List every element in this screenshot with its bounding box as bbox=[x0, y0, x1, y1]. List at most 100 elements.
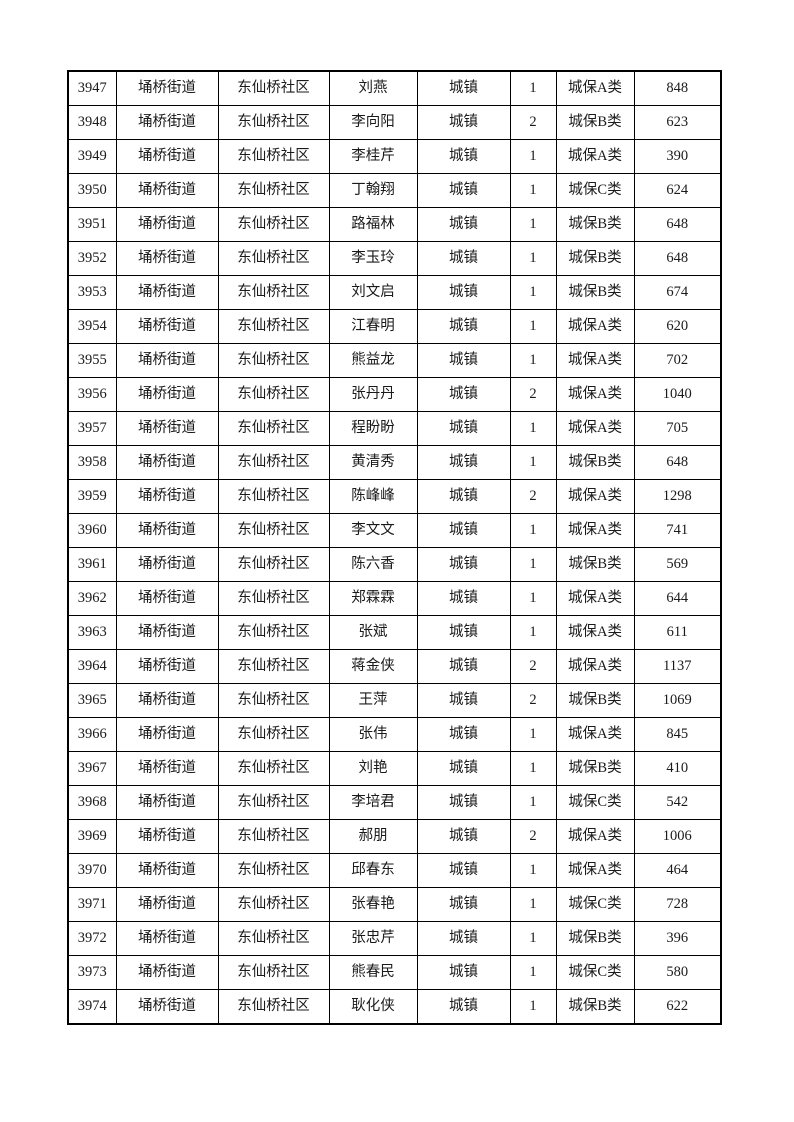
cell-residence-type: 城镇 bbox=[416, 445, 511, 480]
cell-street: 埇桥街道 bbox=[115, 683, 219, 718]
cell-seq-number: 3966 bbox=[67, 717, 117, 752]
cell-person-count: 1 bbox=[509, 615, 557, 650]
cell-person-count: 2 bbox=[509, 479, 557, 514]
cell-amount: 410 bbox=[633, 751, 722, 786]
cell-residence-type: 城镇 bbox=[416, 513, 511, 548]
cell-seq-number: 3972 bbox=[67, 921, 117, 956]
cell-person-name: 郑霖霖 bbox=[328, 581, 418, 616]
table-row: 3961 埇桥街道 东仙桥社区 陈六香 城镇 1 城保B类 569 bbox=[67, 547, 722, 582]
cell-person-name: 邱春东 bbox=[328, 853, 418, 888]
cell-insurance-category: 城保B类 bbox=[555, 921, 635, 956]
cell-amount: 644 bbox=[633, 581, 722, 616]
cell-street: 埇桥街道 bbox=[115, 513, 219, 548]
cell-community: 东仙桥社区 bbox=[217, 955, 330, 990]
cell-residence-type: 城镇 bbox=[416, 105, 511, 140]
table-row: 3965 埇桥街道 东仙桥社区 王萍 城镇 2 城保B类 1069 bbox=[67, 683, 722, 718]
cell-community: 东仙桥社区 bbox=[217, 479, 330, 514]
cell-residence-type: 城镇 bbox=[416, 377, 511, 412]
cell-person-name: 李培君 bbox=[328, 785, 418, 820]
cell-street: 埇桥街道 bbox=[115, 411, 219, 446]
cell-street: 埇桥街道 bbox=[115, 819, 219, 854]
cell-residence-type: 城镇 bbox=[416, 207, 511, 242]
cell-insurance-category: 城保A类 bbox=[555, 513, 635, 548]
cell-residence-type: 城镇 bbox=[416, 989, 511, 1025]
table-body: 3947 埇桥街道 东仙桥社区 刘燕 城镇 1 城保A类 848 3948 埇桥街道 东仙桥社区 李向… bbox=[67, 70, 722, 1025]
cell-seq-number: 3961 bbox=[67, 547, 117, 582]
cell-person-name: 江春明 bbox=[328, 309, 418, 344]
cell-street: 埇桥街道 bbox=[115, 921, 219, 956]
table-row: 3963 埇桥街道 东仙桥社区 张斌 城镇 1 城保A类 611 bbox=[67, 615, 722, 650]
table-row: 3948 埇桥街道 东仙桥社区 李向阳 城镇 2 城保B类 623 bbox=[67, 105, 722, 140]
cell-seq-number: 3971 bbox=[67, 887, 117, 922]
cell-insurance-category: 城保A类 bbox=[555, 819, 635, 854]
cell-person-name: 熊春民 bbox=[328, 955, 418, 990]
cell-community: 东仙桥社区 bbox=[217, 581, 330, 616]
cell-person-name: 刘艳 bbox=[328, 751, 418, 786]
cell-seq-number: 3968 bbox=[67, 785, 117, 820]
cell-amount: 1069 bbox=[633, 683, 722, 718]
cell-street: 埇桥街道 bbox=[115, 207, 219, 242]
cell-person-name: 耿化侠 bbox=[328, 989, 418, 1025]
cell-residence-type: 城镇 bbox=[416, 683, 511, 718]
cell-insurance-category: 城保B类 bbox=[555, 445, 635, 480]
cell-insurance-category: 城保C类 bbox=[555, 173, 635, 208]
table-row: 3960 埇桥街道 东仙桥社区 李文文 城镇 1 城保A类 741 bbox=[67, 513, 722, 548]
cell-community: 东仙桥社区 bbox=[217, 241, 330, 276]
cell-street: 埇桥街道 bbox=[115, 139, 219, 174]
cell-street: 埇桥街道 bbox=[115, 547, 219, 582]
cell-seq-number: 3947 bbox=[67, 70, 117, 106]
cell-insurance-category: 城保A类 bbox=[555, 853, 635, 888]
cell-amount: 648 bbox=[633, 207, 722, 242]
cell-person-count: 1 bbox=[509, 785, 557, 820]
cell-seq-number: 3965 bbox=[67, 683, 117, 718]
cell-residence-type: 城镇 bbox=[416, 70, 511, 106]
cell-residence-type: 城镇 bbox=[416, 751, 511, 786]
cell-person-count: 2 bbox=[509, 377, 557, 412]
table-row: 3966 埇桥街道 东仙桥社区 张伟 城镇 1 城保A类 845 bbox=[67, 717, 722, 752]
cell-person-name: 陈峰峰 bbox=[328, 479, 418, 514]
cell-community: 东仙桥社区 bbox=[217, 785, 330, 820]
cell-amount: 1298 bbox=[633, 479, 722, 514]
cell-community: 东仙桥社区 bbox=[217, 615, 330, 650]
cell-residence-type: 城镇 bbox=[416, 581, 511, 616]
cell-insurance-category: 城保B类 bbox=[555, 241, 635, 276]
table-row: 3967 埇桥街道 东仙桥社区 刘艳 城镇 1 城保B类 410 bbox=[67, 751, 722, 786]
cell-person-name: 李文文 bbox=[328, 513, 418, 548]
cell-person-count: 1 bbox=[509, 887, 557, 922]
cell-person-name: 陈六香 bbox=[328, 547, 418, 582]
table-row: 3955 埇桥街道 东仙桥社区 熊益龙 城镇 1 城保A类 702 bbox=[67, 343, 722, 378]
cell-seq-number: 3960 bbox=[67, 513, 117, 548]
cell-residence-type: 城镇 bbox=[416, 343, 511, 378]
cell-seq-number: 3954 bbox=[67, 309, 117, 344]
cell-seq-number: 3959 bbox=[67, 479, 117, 514]
cell-street: 埇桥街道 bbox=[115, 275, 219, 310]
table-row: 3974 埇桥街道 东仙桥社区 耿化侠 城镇 1 城保B类 622 bbox=[67, 989, 722, 1025]
cell-insurance-category: 城保C类 bbox=[555, 785, 635, 820]
cell-amount: 542 bbox=[633, 785, 722, 820]
cell-amount: 848 bbox=[633, 70, 722, 106]
cell-residence-type: 城镇 bbox=[416, 853, 511, 888]
cell-person-count: 1 bbox=[509, 547, 557, 582]
cell-person-count: 1 bbox=[509, 717, 557, 752]
table-row: 3959 埇桥街道 东仙桥社区 陈峰峰 城镇 2 城保A类 1298 bbox=[67, 479, 722, 514]
cell-street: 埇桥街道 bbox=[115, 479, 219, 514]
cell-residence-type: 城镇 bbox=[416, 241, 511, 276]
cell-insurance-category: 城保A类 bbox=[555, 717, 635, 752]
cell-residence-type: 城镇 bbox=[416, 139, 511, 174]
table-row: 3951 埇桥街道 东仙桥社区 路福林 城镇 1 城保B类 648 bbox=[67, 207, 722, 242]
cell-insurance-category: 城保C类 bbox=[555, 887, 635, 922]
cell-street: 埇桥街道 bbox=[115, 581, 219, 616]
cell-community: 东仙桥社区 bbox=[217, 411, 330, 446]
cell-insurance-category: 城保A类 bbox=[555, 309, 635, 344]
cell-street: 埇桥街道 bbox=[115, 377, 219, 412]
cell-street: 埇桥街道 bbox=[115, 989, 219, 1025]
cell-amount: 396 bbox=[633, 921, 722, 956]
table-row: 3962 埇桥街道 东仙桥社区 郑霖霖 城镇 1 城保A类 644 bbox=[67, 581, 722, 616]
cell-street: 埇桥街道 bbox=[115, 173, 219, 208]
cell-community: 东仙桥社区 bbox=[217, 105, 330, 140]
cell-person-name: 程盼盼 bbox=[328, 411, 418, 446]
cell-street: 埇桥街道 bbox=[115, 445, 219, 480]
cell-person-count: 2 bbox=[509, 105, 557, 140]
cell-person-count: 1 bbox=[509, 513, 557, 548]
cell-residence-type: 城镇 bbox=[416, 309, 511, 344]
